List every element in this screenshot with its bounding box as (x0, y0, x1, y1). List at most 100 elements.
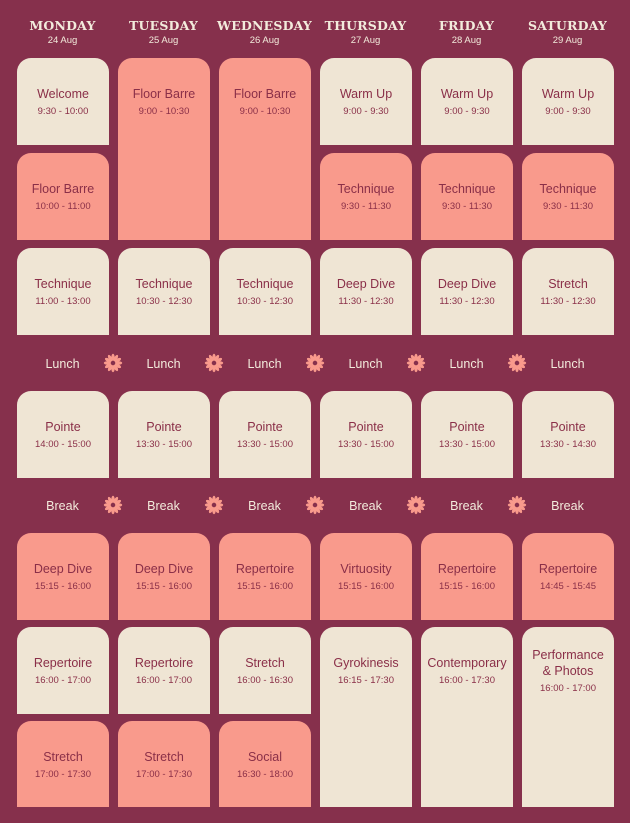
session-card-pointe[interactable]: Pointe 13:30 - 14:30 (522, 391, 614, 478)
session-card-stretch[interactable]: Stretch 17:00 - 17:30 (118, 721, 210, 807)
session-card-deep-dive[interactable]: Deep Dive 15:15 - 16:00 (118, 533, 210, 620)
session-card-pointe[interactable]: Pointe 14:00 - 15:00 (17, 391, 109, 478)
session-card-repertoire[interactable]: Repertoire 15:15 - 16:00 (219, 533, 311, 620)
flower-icon (507, 495, 527, 515)
session-title: Pointe (348, 420, 384, 434)
session-time: 15:15 - 16:00 (136, 581, 192, 592)
session-time: 16:00 - 16:30 (237, 675, 293, 686)
lunch-label: Lunch (449, 357, 484, 371)
session-title: Stretch (43, 750, 83, 764)
session-card-social[interactable]: Social 16:30 - 18:00 (219, 721, 311, 807)
session-card-stretch[interactable]: Stretch 16:00 - 16:30 (219, 627, 311, 714)
session-title: Stretch (245, 656, 285, 670)
session-title: Stretch (548, 277, 588, 291)
session-card-repertoire[interactable]: Repertoire 15:15 - 16:00 (421, 533, 513, 620)
lunch-label: Lunch (550, 357, 585, 371)
session-time: 9:00 - 9:30 (444, 106, 490, 117)
session-title: Technique (438, 182, 496, 196)
session-time: 13:30 - 15:00 (237, 439, 293, 450)
session-card-warm-up[interactable]: Warm Up 9:00 - 9:30 (421, 58, 513, 145)
session-time: 9:30 - 11:30 (441, 201, 492, 212)
session-time: 9:30 - 11:30 (542, 201, 593, 212)
day-date: 24 Aug (47, 35, 78, 46)
session-card-technique[interactable]: Technique 9:30 - 11:30 (320, 153, 412, 240)
day-name: FRIDAY (438, 18, 495, 33)
session-title: Floor Barre (233, 87, 297, 101)
session-time: 15:15 - 16:00 (338, 581, 394, 592)
session-card-gyrokinesis[interactable]: Gyrokinesis 16:15 - 17:30 (320, 627, 412, 807)
session-time: 10:00 - 11:00 (35, 201, 91, 212)
session-time: 17:00 - 17:30 (35, 769, 91, 780)
session-card-pointe[interactable]: Pointe 13:30 - 15:00 (421, 391, 513, 478)
lunch-label: Lunch (247, 357, 282, 371)
session-card-virtuosity[interactable]: Virtuosity 15:15 - 16:00 (320, 533, 412, 620)
session-time: 16:15 - 17:30 (338, 675, 394, 686)
session-time: 9:00 - 10:30 (239, 106, 291, 117)
lunch-label: Lunch (348, 357, 383, 371)
session-card-technique[interactable]: Technique 10:30 - 12:30 (118, 248, 210, 335)
session-title: Warm Up (541, 87, 595, 101)
session-title: Warm Up (339, 87, 393, 101)
session-card-technique[interactable]: Technique 9:30 - 11:30 (522, 153, 614, 240)
session-time: 10:30 - 12:30 (237, 296, 293, 307)
session-time: 13:30 - 14:30 (540, 439, 596, 450)
session-card-warm-up[interactable]: Warm Up 9:00 - 9:30 (320, 58, 412, 145)
session-time: 9:00 - 9:30 (545, 106, 591, 117)
session-title: Floor Barre (132, 87, 196, 101)
session-card-stretch[interactable]: Stretch 11:30 - 12:30 (522, 248, 614, 335)
day-date: 27 Aug (350, 35, 381, 46)
break-label: Break (450, 499, 483, 513)
session-card-performance-and-photos[interactable]: Performance & Photos 16:00 - 17:00 (522, 627, 614, 807)
session-card-floor-barre[interactable]: Floor Barre 9:00 - 10:30 (219, 58, 311, 240)
session-time: 16:00 - 17:00 (136, 675, 192, 686)
session-card-repertoire[interactable]: Repertoire 16:00 - 17:00 (17, 627, 109, 714)
day-name: THURSDAY (324, 18, 407, 33)
break-label: Break (46, 499, 79, 513)
day-header-tuesday: TUESDAY 25 Aug (113, 16, 214, 47)
session-title: Gyrokinesis (333, 656, 399, 670)
session-time: 14:00 - 15:00 (35, 439, 91, 450)
session-card-deep-dive[interactable]: Deep Dive 11:30 - 12:30 (320, 248, 412, 335)
session-title: Technique (337, 182, 395, 196)
session-title: Repertoire (538, 562, 598, 576)
session-time: 14:45 - 15:45 (540, 581, 596, 592)
session-card-repertoire[interactable]: Repertoire 16:00 - 17:00 (118, 627, 210, 714)
session-time: 15:15 - 16:00 (439, 581, 495, 592)
session-time: 11:00 - 13:00 (35, 296, 91, 307)
session-card-technique[interactable]: Technique 9:30 - 11:30 (421, 153, 513, 240)
session-time: 16:00 - 17:00 (540, 683, 596, 694)
flower-icon (406, 353, 426, 373)
day-header-monday: MONDAY 24 Aug (12, 16, 113, 47)
session-card-deep-dive[interactable]: Deep Dive 11:30 - 12:30 (421, 248, 513, 335)
session-card-contemporary[interactable]: Contemporary 16:00 - 17:30 (421, 627, 513, 807)
day-name: WEDNESDAY (216, 18, 313, 33)
session-time: 15:15 - 16:00 (35, 581, 91, 592)
session-time: 13:30 - 15:00 (136, 439, 192, 450)
flower-icon (103, 495, 123, 515)
session-card-pointe[interactable]: Pointe 13:30 - 15:00 (320, 391, 412, 478)
session-card-technique[interactable]: Technique 10:30 - 12:30 (219, 248, 311, 335)
session-time: 16:30 - 18:00 (237, 769, 293, 780)
session-card-stretch[interactable]: Stretch 17:00 - 17:30 (17, 721, 109, 807)
lunch-label: Lunch (146, 357, 181, 371)
day-header-friday: FRIDAY 28 Aug (416, 16, 517, 47)
session-title: Repertoire (134, 656, 194, 670)
session-card-floor-barre[interactable]: Floor Barre 10:00 - 11:00 (17, 153, 109, 240)
day-header-thursday: THURSDAY 27 Aug (315, 16, 416, 47)
flower-icon (507, 353, 527, 373)
day-name: SATURDAY (527, 18, 608, 33)
session-card-repertoire[interactable]: Repertoire 14:45 - 15:45 (522, 533, 614, 620)
session-title: Deep Dive (33, 562, 93, 576)
session-time: 15:15 - 16:00 (237, 581, 293, 592)
session-time: 11:30 - 12:30 (439, 296, 495, 307)
session-card-floor-barre[interactable]: Floor Barre 9:00 - 10:30 (118, 58, 210, 240)
session-title: Repertoire (33, 656, 93, 670)
break-label: Break (551, 499, 584, 513)
session-card-deep-dive[interactable]: Deep Dive 15:15 - 16:00 (17, 533, 109, 620)
session-card-warm-up[interactable]: Warm Up 9:00 - 9:30 (522, 58, 614, 145)
session-title: Stretch (144, 750, 184, 764)
session-card-welcome[interactable]: Welcome 9:30 - 10:00 (17, 58, 109, 145)
session-card-pointe[interactable]: Pointe 13:30 - 15:00 (219, 391, 311, 478)
session-card-technique[interactable]: Technique 11:00 - 13:00 (17, 248, 109, 335)
session-card-pointe[interactable]: Pointe 13:30 - 15:00 (118, 391, 210, 478)
